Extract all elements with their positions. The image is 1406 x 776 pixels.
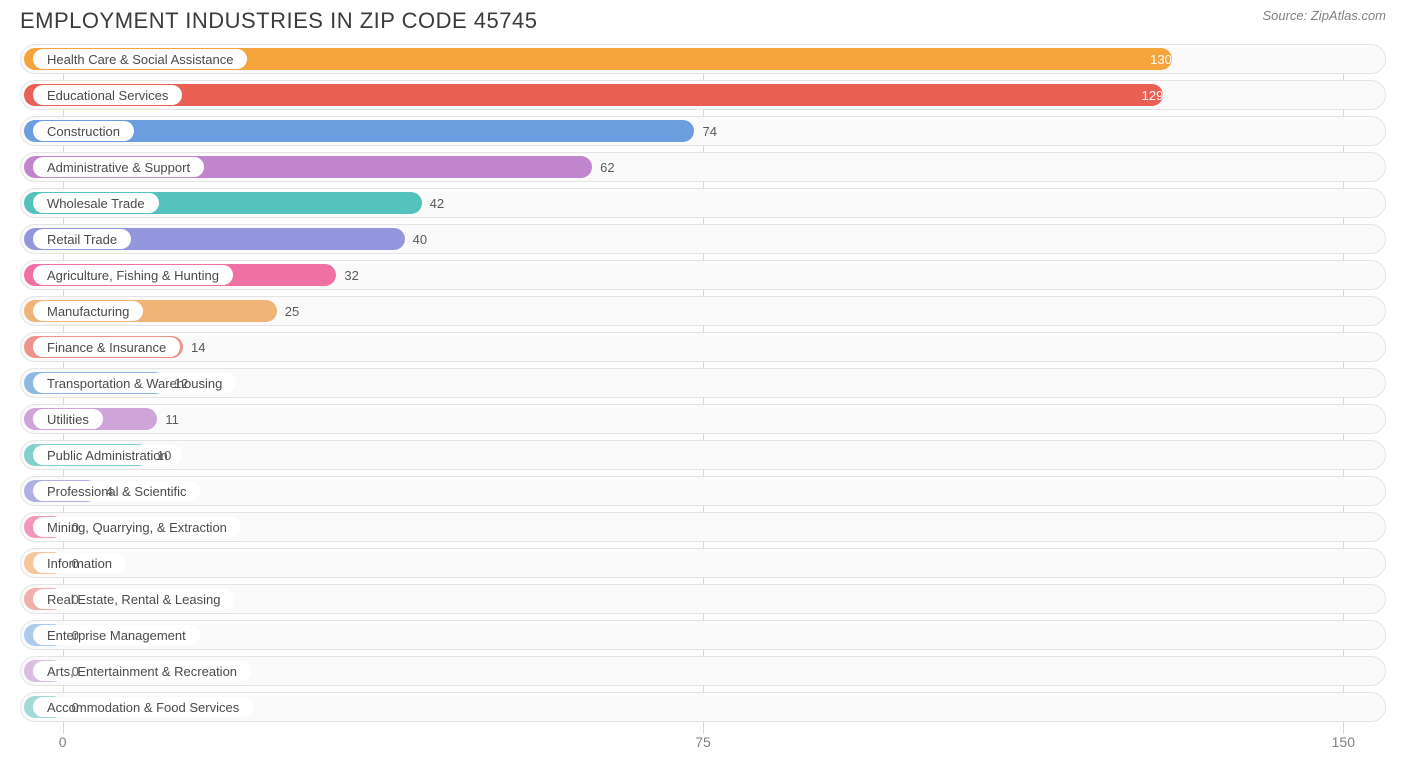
bar-value: 0 xyxy=(72,513,79,541)
axis-tick: 75 xyxy=(695,734,711,750)
bar-label: Information xyxy=(33,553,126,573)
bar-value: 25 xyxy=(285,297,299,325)
chart-area: Health Care & Social Assistance130 Educat… xyxy=(20,44,1386,734)
bar-row: Educational Services129 xyxy=(20,80,1386,110)
bar-row: Transportation & Warehousing12 xyxy=(20,368,1386,398)
x-axis: 0 75 150 xyxy=(20,728,1386,756)
axis-tick: 150 xyxy=(1332,734,1355,750)
bar-label: Enterprise Management xyxy=(33,625,200,645)
bar-row: Enterprise Management0 xyxy=(20,620,1386,650)
bar-label: Wholesale Trade xyxy=(33,193,159,213)
bar-value: 0 xyxy=(72,549,79,577)
bar-label: Administrative & Support xyxy=(33,157,204,177)
bar-value: 14 xyxy=(191,333,205,361)
bar-row: Agriculture, Fishing & Hunting 32 xyxy=(20,260,1386,290)
chart-title: EMPLOYMENT INDUSTRIES IN ZIP CODE 45745 xyxy=(20,8,538,34)
axis-tick: 0 xyxy=(59,734,67,750)
bar-row: Health Care & Social Assistance130 xyxy=(20,44,1386,74)
bar-row: Manufacturing 25 xyxy=(20,296,1386,326)
bar-value: 0 xyxy=(72,621,79,649)
bar-row: Information0 xyxy=(20,548,1386,578)
bar-label: Construction xyxy=(33,121,134,141)
bar-row: Public Administration10 xyxy=(20,440,1386,470)
bar-label: Mining, Quarrying, & Extraction xyxy=(33,517,241,537)
bar-label: Real Estate, Rental & Leasing xyxy=(33,589,234,609)
bar-label: Manufacturing xyxy=(33,301,143,321)
bar-label: Arts, Entertainment & Recreation xyxy=(33,661,251,681)
bar-value: 62 xyxy=(600,153,614,181)
bar-row: Finance & Insurance 14 xyxy=(20,332,1386,362)
bar-row: Wholesale Trade 42 xyxy=(20,188,1386,218)
bar-label: Agriculture, Fishing & Hunting xyxy=(33,265,233,285)
bar-row: Retail Trade 40 xyxy=(20,224,1386,254)
chart-source: Source: ZipAtlas.com xyxy=(1262,8,1386,23)
bar-value: 0 xyxy=(72,657,79,685)
bar-row: Construction 74 xyxy=(20,116,1386,146)
bar-value: 0 xyxy=(72,585,79,613)
bar-label: Transportation & Warehousing xyxy=(33,373,236,393)
bar-value: 32 xyxy=(344,261,358,289)
bar-value: 0 xyxy=(72,693,79,721)
bar-row: Mining, Quarrying, & Extraction0 xyxy=(20,512,1386,542)
bar-value: 130 xyxy=(21,45,1172,73)
bar-label: Finance & Insurance xyxy=(33,337,180,357)
bar-value: 40 xyxy=(413,225,427,253)
bar-row: Real Estate, Rental & Leasing0 xyxy=(20,584,1386,614)
bar-value: 74 xyxy=(702,117,716,145)
bar-value: 42 xyxy=(430,189,444,217)
bar-value: 10 xyxy=(157,441,171,469)
bar-row: Accommodation & Food Services0 xyxy=(20,692,1386,722)
bar-value: 11 xyxy=(165,405,179,433)
bar-label: Accommodation & Food Services xyxy=(33,697,253,717)
bar-row: Professional & Scientific4 xyxy=(20,476,1386,506)
bar-value: 129 xyxy=(21,81,1163,109)
bar-row: Arts, Entertainment & Recreation0 xyxy=(20,656,1386,686)
bar-label: Retail Trade xyxy=(33,229,131,249)
bar-value: 12 xyxy=(174,369,188,397)
bar-label: Utilities xyxy=(33,409,103,429)
bars-container: Health Care & Social Assistance130 Educat… xyxy=(20,44,1386,722)
bar-value: 4 xyxy=(106,477,113,505)
bar-row: Administrative & Support 62 xyxy=(20,152,1386,182)
bar-row: Utilities 11 xyxy=(20,404,1386,434)
bar-label: Professional & Scientific xyxy=(33,481,200,501)
chart-header: EMPLOYMENT INDUSTRIES IN ZIP CODE 45745 … xyxy=(0,0,1406,34)
